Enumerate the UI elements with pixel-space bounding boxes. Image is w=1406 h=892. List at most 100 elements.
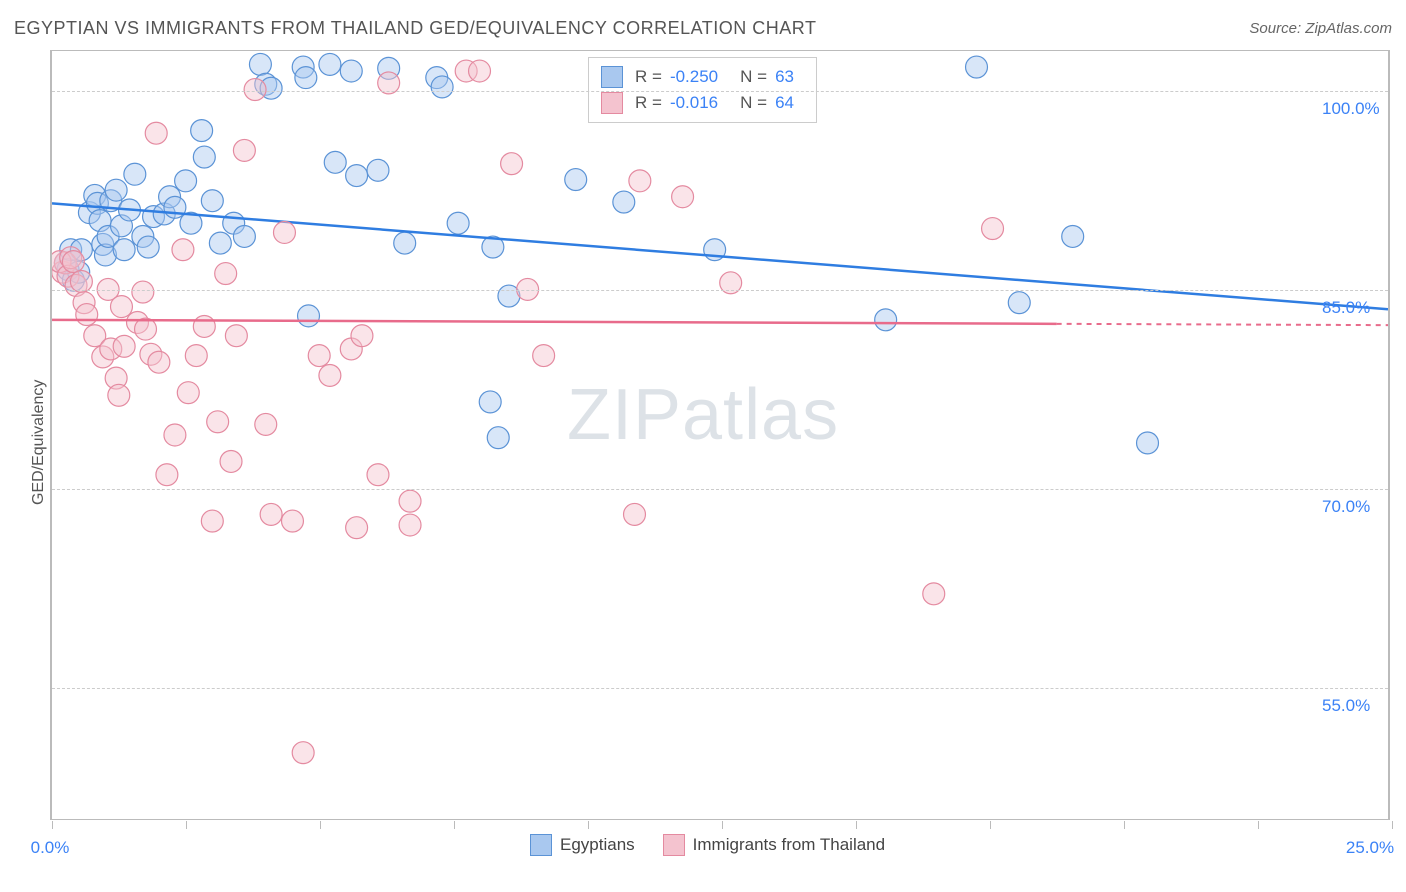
y-tick-label: 55.0% (1322, 696, 1370, 716)
data-point-thailand (319, 364, 341, 386)
data-point-thailand (60, 247, 82, 269)
data-point-egyptians (132, 225, 154, 247)
data-point-thailand (399, 490, 421, 512)
data-point-egyptians (97, 225, 119, 247)
data-point-egyptians (479, 391, 501, 413)
n-label: N = (740, 64, 767, 90)
data-point-egyptians (295, 67, 317, 89)
data-point-egyptians (378, 57, 400, 79)
data-point-thailand (533, 345, 555, 367)
data-point-egyptians (447, 212, 469, 234)
data-point-thailand (982, 218, 1004, 240)
data-point-egyptians (94, 244, 116, 266)
swatch-thailand (601, 92, 623, 114)
trend-line-egyptians (52, 203, 1388, 309)
legend-row-thailand: R =-0.016N =64 (601, 90, 804, 116)
data-point-thailand (185, 345, 207, 367)
gridline (52, 91, 1388, 92)
data-point-thailand (57, 265, 79, 287)
watermark-atlas: atlas (682, 375, 839, 455)
data-point-thailand (148, 351, 170, 373)
data-point-egyptians (1137, 432, 1159, 454)
n-value-thailand: 64 (775, 90, 794, 116)
data-point-thailand (255, 413, 277, 435)
x-tick (320, 821, 321, 829)
data-point-thailand (100, 338, 122, 360)
legend-item-egyptians: Egyptians (530, 834, 635, 856)
data-point-egyptians (68, 261, 90, 283)
y-tick-label: 100.0% (1322, 99, 1380, 119)
data-point-egyptians (70, 239, 92, 261)
n-value-egyptians: 63 (775, 64, 794, 90)
data-point-egyptians (100, 190, 122, 212)
data-point-thailand (62, 251, 84, 273)
data-point-thailand (501, 153, 523, 175)
source-name: ZipAtlas.com (1305, 20, 1392, 37)
data-point-thailand (108, 384, 130, 406)
y-axis-label: GED/Equivalency (30, 380, 48, 505)
data-point-thailand (65, 274, 87, 296)
title-bar: EGYPTIAN VS IMMIGRANTS FROM THAILAND GED… (14, 18, 1392, 39)
r-label: R = (635, 90, 662, 116)
watermark: ZIPatlas (567, 374, 839, 456)
data-point-thailand (469, 60, 491, 82)
data-point-thailand (140, 343, 162, 365)
data-point-egyptians (1008, 292, 1030, 314)
data-point-thailand (145, 122, 167, 144)
data-point-thailand (172, 239, 194, 261)
data-point-thailand (233, 139, 255, 161)
data-point-egyptians (193, 146, 215, 168)
data-point-thailand (207, 411, 229, 433)
source-attribution: Source: ZipAtlas.com (1249, 20, 1392, 37)
data-point-thailand (292, 742, 314, 764)
data-point-thailand (215, 263, 237, 285)
data-point-thailand (111, 296, 133, 318)
data-point-thailand (127, 312, 149, 334)
data-point-thailand (113, 335, 135, 357)
data-point-egyptians (255, 73, 277, 95)
source-prefix: Source: (1249, 20, 1305, 37)
data-point-egyptians (57, 259, 79, 281)
data-point-egyptians (249, 53, 271, 75)
data-point-egyptians (223, 212, 245, 234)
gridline (52, 688, 1388, 689)
data-point-thailand (340, 338, 362, 360)
legend-item-thailand: Immigrants from Thailand (663, 834, 885, 856)
data-point-thailand (244, 79, 266, 101)
data-point-egyptians (143, 206, 165, 228)
data-point-thailand (923, 583, 945, 605)
data-point-egyptians (159, 186, 181, 208)
x-tick (52, 821, 53, 829)
data-point-egyptians (324, 151, 346, 173)
x-tick (588, 821, 589, 829)
data-point-egyptians (137, 236, 159, 258)
data-point-egyptians (209, 232, 231, 254)
data-point-thailand (260, 503, 282, 525)
data-point-egyptians (124, 163, 146, 185)
data-point-egyptians (153, 203, 175, 225)
x-tick (1392, 821, 1393, 829)
data-point-thailand (193, 315, 215, 337)
data-point-egyptians (498, 285, 520, 307)
data-point-thailand (135, 318, 157, 340)
data-point-thailand (92, 346, 114, 368)
x-tick (856, 821, 857, 829)
data-point-thailand (282, 510, 304, 532)
legend-row-egyptians: R =-0.250N =63 (601, 64, 804, 90)
data-point-thailand (351, 325, 373, 347)
data-point-egyptians (298, 305, 320, 327)
data-point-egyptians (319, 53, 341, 75)
data-point-thailand (73, 292, 95, 314)
x-tick (990, 821, 991, 829)
legend-label-thailand: Immigrants from Thailand (693, 835, 885, 855)
legend-label-egyptians: Egyptians (560, 835, 635, 855)
chart-svg (52, 51, 1388, 819)
data-point-egyptians (875, 309, 897, 331)
data-point-egyptians (346, 165, 368, 187)
data-point-egyptians (394, 232, 416, 254)
data-point-egyptians (60, 239, 82, 261)
r-value-thailand: -0.016 (670, 90, 718, 116)
data-point-egyptians (966, 56, 988, 78)
data-point-egyptians (175, 170, 197, 192)
data-point-thailand (164, 424, 186, 446)
